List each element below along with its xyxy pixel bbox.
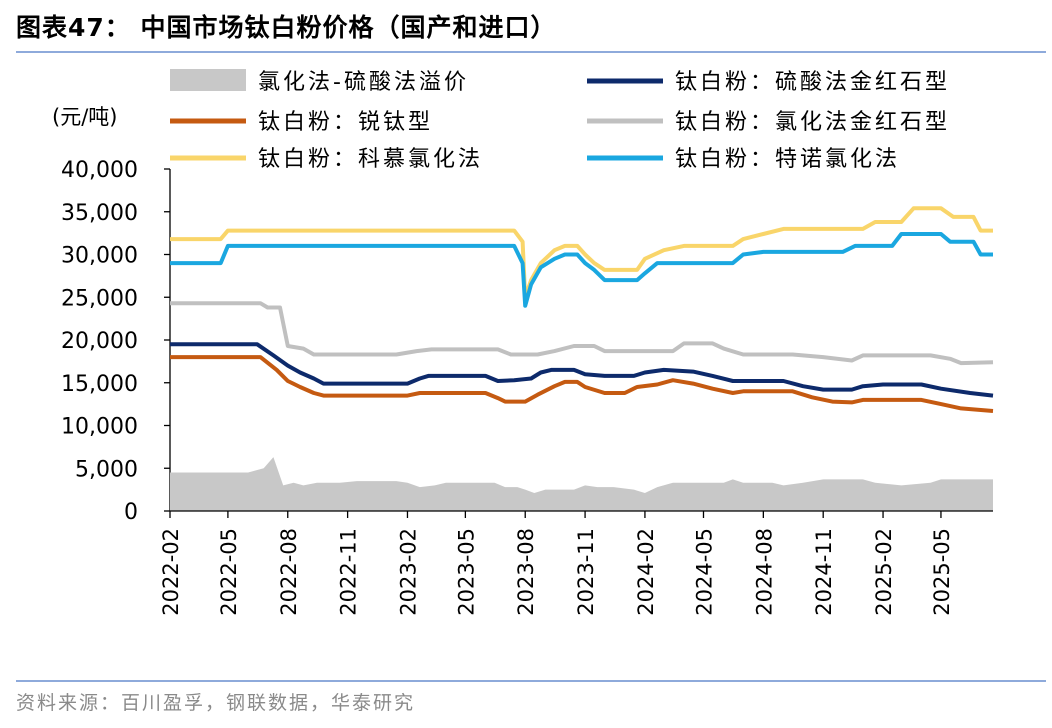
y-tick-label: 40,000 (61, 158, 138, 183)
legend-item: 钛白粉：锐钛型 (170, 110, 433, 135)
x-tick-label: 2023-08 (514, 528, 538, 616)
legend-item: 钛白粉：科慕氯化法 (170, 147, 483, 172)
legend-label: 钛白粉：特诺氯化法 (675, 147, 900, 172)
legend-label: 钛白粉：科慕氯化法 (258, 147, 483, 172)
legend-label: 钛白粉：硫酸法金红石型 (675, 70, 950, 95)
x-tick-label: 2023-02 (397, 528, 421, 616)
legend-item: 钛白粉：硫酸法金红石型 (587, 70, 950, 95)
series-line-2 (170, 355, 994, 413)
source-divider (16, 680, 1046, 682)
legend-label: 钛白粉：氯化法金红石型 (675, 110, 950, 135)
x-tick-label: 2023-05 (454, 528, 478, 616)
legend-swatch (170, 69, 246, 91)
x-tick-label: 2022-05 (217, 528, 241, 616)
y-tick-label: 5,000 (75, 457, 138, 482)
x-tick-label: 2023-11 (574, 528, 598, 616)
figure-title: 图表47： 中国市场钛白粉价格（国产和进口） (16, 13, 557, 42)
y-tick-label: 30,000 (61, 244, 138, 269)
x-tick-label: 2025-05 (930, 528, 954, 616)
legend-item: 钛白粉：氯化法金红石型 (587, 110, 950, 135)
legend-item: 钛白粉：特诺氯化法 (587, 147, 900, 172)
x-tick-label: 2022-02 (159, 528, 183, 616)
y-tick-label: 25,000 (61, 286, 138, 311)
legend-item: 氯化法-硫酸法溢价 (170, 69, 469, 95)
y-axis-label: (元/吨) (52, 105, 117, 129)
x-tick-label: 2025-02 (872, 528, 896, 616)
y-axis: 0 5,000 10,000 15,000 20,000 25,000 30,000 35,0… (61, 158, 171, 525)
x-tick-label: 2024-05 (693, 528, 717, 616)
series-line-4 (170, 206, 993, 300)
legend-label: 钛白粉：锐钛型 (258, 110, 433, 135)
legend-label: 氯化法-硫酸法溢价 (258, 70, 469, 95)
y-tick-label: 20,000 (61, 329, 138, 354)
x-tick-label: 2024-02 (634, 528, 658, 616)
series-line-5 (170, 232, 993, 308)
series-line-1 (170, 342, 994, 398)
title-divider (16, 51, 1046, 53)
series-area-premium (170, 457, 993, 511)
y-tick-label: 35,000 (61, 201, 138, 226)
y-tick-label: 0 (124, 500, 138, 525)
x-tick-label: 2022-08 (277, 528, 301, 616)
series-line-3 (170, 301, 994, 366)
source-note: 资料来源：百川盈孚，钢联数据，华泰研究 (16, 692, 416, 714)
plot-area (170, 206, 994, 511)
y-tick-label: 10,000 (61, 415, 138, 440)
y-tick-label: 15,000 (61, 372, 138, 397)
x-axis: 2022-02 2022-05 2022-08 2022-11 2023-02 2023-… (159, 510, 993, 616)
x-tick-label: 2022-11 (337, 528, 361, 616)
x-tick-label: 2024-08 (752, 528, 776, 616)
x-tick-label: 2024-11 (812, 528, 836, 616)
